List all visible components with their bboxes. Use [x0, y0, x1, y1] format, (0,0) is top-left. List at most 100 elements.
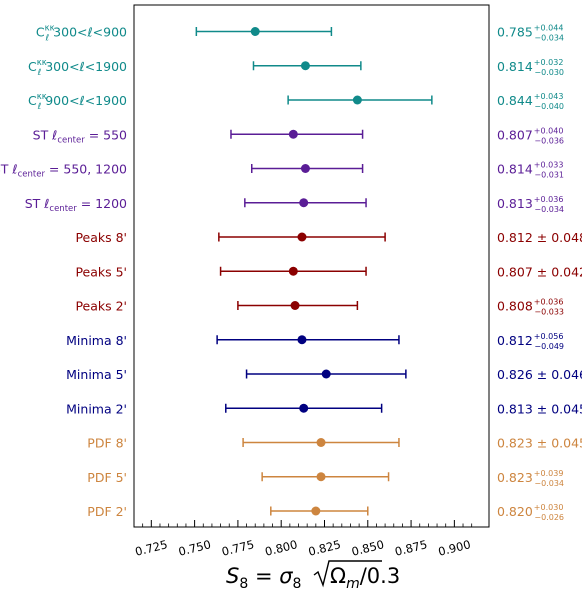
row-label-main: Minima 5': [66, 367, 127, 382]
data-point: [290, 301, 300, 310]
row-label: Peaks 2': [75, 299, 127, 314]
row-label: ST ℓcenter = 550, 1200: [0, 162, 127, 180]
row-value: 0.807+0.040 −0.036: [497, 126, 564, 145]
row-value-plus: +0.044: [534, 24, 564, 33]
row-value-minus: −0.049: [534, 342, 564, 351]
row-label-main: PDF 2': [87, 504, 127, 519]
row-value-central: 0.814: [497, 162, 533, 177]
row-value-central: 0.812 ± 0.048: [497, 230, 582, 245]
row-label: ST ℓcenter = 1200: [25, 196, 127, 214]
row-value: 0.814+0.033 −0.031: [497, 161, 564, 180]
data-point: [300, 164, 310, 173]
x-tick-label: 0.875: [393, 537, 428, 559]
row-value: 0.813 ± 0.045: [497, 401, 582, 416]
data-row: Cκκ ℓ 300<ℓ<1900 0.814+0.032 −0.030: [28, 58, 564, 78]
data-point: [288, 129, 298, 139]
x-label-text: S8 = σ8: [226, 564, 301, 590]
row-value-central: 0.823 ± 0.045: [497, 436, 582, 451]
row-value-minus: −0.036: [534, 136, 564, 145]
row-label: PDF 5': [87, 470, 127, 485]
x-label-sigma: σ: [279, 564, 293, 588]
row-label: ST ℓcenter = 550: [33, 127, 127, 145]
x-tick-label: 0.900: [437, 537, 472, 559]
data-point: [297, 232, 307, 242]
row-value-central: 0.813 ± 0.045: [497, 401, 582, 416]
row-label-post: = 550, 1200: [45, 162, 127, 177]
x-tick-label: 0.775: [220, 537, 255, 559]
row-value: 0.823 ± 0.045: [497, 436, 582, 451]
row-label-sub: center: [49, 204, 77, 214]
data-row: PDF 5' 0.823+0.039 −0.034: [87, 469, 564, 488]
row-value-central: 0.813: [497, 196, 533, 211]
x-label-s: S: [226, 564, 239, 588]
x-tick-label: 0.800: [264, 537, 299, 559]
row-value-minus: −0.034: [534, 205, 564, 214]
x-label-sigma-sub: 8: [293, 576, 302, 590]
rows-layer: Cκκ ℓ 300<ℓ<900 0.785+0.044 −0.034 Cκκ ℓ 300<…: [0, 24, 582, 523]
row-value-central: 0.785: [497, 25, 533, 40]
x-label-eq: =: [248, 564, 279, 588]
data-point: [316, 472, 326, 482]
data-row: Minima 8' 0.812+0.056 −0.049: [66, 332, 564, 351]
row-value: 0.812 ± 0.048: [497, 230, 582, 245]
x-tick-label: 0.750: [177, 537, 212, 559]
data-row: Cκκ ℓ 900<ℓ<1900 0.844+0.043 −0.040: [28, 92, 564, 112]
row-label-sup: κκ: [45, 24, 55, 34]
row-value-central: 0.844: [497, 93, 533, 108]
data-row: Minima 5' 0.826 ± 0.046: [66, 367, 582, 382]
data-point: [299, 198, 309, 208]
row-value-minus: −0.031: [534, 171, 564, 180]
data-point: [250, 27, 260, 36]
row-label-post: 300<ℓ<1900: [41, 59, 127, 74]
row-value-central: 0.807: [497, 127, 533, 142]
row-value-plus: +0.036: [534, 195, 564, 204]
row-value-central: 0.808: [497, 299, 533, 314]
row-value-minus: −0.026: [534, 513, 564, 522]
plot-frame: [133, 4, 490, 528]
row-value-minus: −0.040: [534, 102, 564, 111]
data-point: [316, 438, 326, 447]
row-label: PDF 2': [87, 504, 127, 519]
x-label-denominator: /0.3: [360, 564, 400, 588]
row-label: Cκκ ℓ 300<ℓ<900: [36, 24, 127, 44]
row-value: 0.823+0.039 −0.034: [497, 469, 564, 488]
row-value-minus: −0.033: [534, 308, 564, 317]
row-label-post: 900<ℓ<1900: [41, 93, 127, 108]
x-tick-label: 0.825: [307, 537, 342, 559]
row-label-main: PDF 5': [87, 470, 127, 485]
row-value: 0.820+0.030 −0.026: [497, 503, 564, 522]
row-value-central: 0.812: [497, 333, 533, 348]
row-value: 0.814+0.032 −0.030: [497, 58, 564, 77]
data-point: [311, 506, 321, 516]
x-label-radicand: Ωm/0.3: [330, 564, 400, 590]
row-value-central: 0.826 ± 0.046: [497, 367, 582, 382]
row-label-sup: κκ: [37, 58, 47, 68]
data-row: ST ℓcenter = 550, 1200 0.814+0.033−0.031: [0, 161, 564, 180]
data-row: Peaks 2' 0.808+0.036 −0.033: [75, 298, 564, 317]
row-label: Cκκ ℓ 900<ℓ<1900: [28, 92, 127, 112]
x-tick-label: 0.850: [350, 537, 385, 559]
row-label-sub: ℓ: [45, 34, 50, 44]
row-value: 0.808+0.036 −0.033: [497, 298, 564, 317]
data-row: ST ℓcenter = 1200 0.813+0.036 −0.034: [25, 195, 564, 214]
row-label-main: Peaks 5': [75, 264, 127, 279]
data-point: [321, 369, 331, 379]
row-value: 0.826 ± 0.046: [497, 367, 582, 382]
row-value-central: 0.807 ± 0.042: [497, 264, 582, 279]
row-value-plus: +0.043: [534, 92, 564, 101]
x-axis-label: S8 = σ8 Ωm/0.3: [226, 560, 400, 590]
row-value-plus: +0.033: [534, 161, 564, 170]
data-point: [299, 403, 309, 413]
row-label-main: ST ℓ: [33, 127, 58, 142]
row-value-plus: +0.032: [534, 58, 564, 67]
x-label-omega-sub: m: [346, 576, 360, 590]
row-value: 0.812+0.056 −0.049: [497, 332, 564, 351]
data-row: PDF 8' 0.823 ± 0.045: [87, 436, 582, 451]
data-row: Peaks 8' 0.812 ± 0.048: [75, 230, 582, 245]
data-row: Minima 2' 0.813 ± 0.045: [66, 401, 582, 416]
row-label-main: Peaks 8': [75, 230, 127, 245]
row-label: Cκκ ℓ 300<ℓ<1900: [28, 58, 127, 78]
row-label-post: = 550: [85, 127, 127, 142]
x-tick-label: 0.725: [134, 537, 169, 559]
row-value: 0.807 ± 0.042: [497, 264, 582, 279]
